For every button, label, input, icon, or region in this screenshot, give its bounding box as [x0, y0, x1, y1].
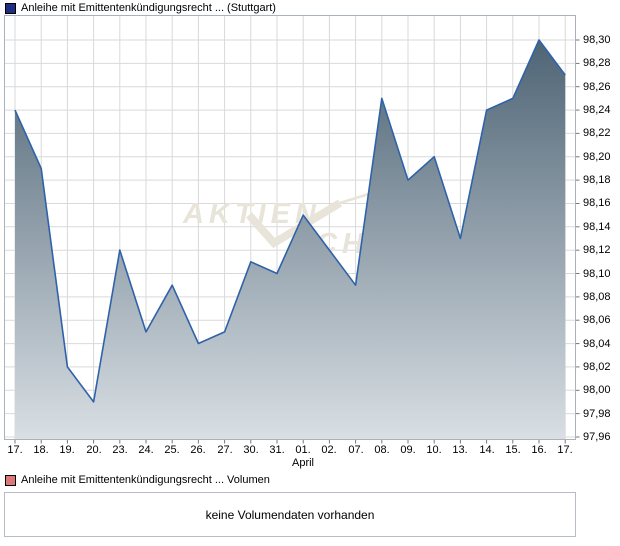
price-series-legend: Anleihe mit Emittentenkündigungsrecht ..…	[5, 2, 276, 14]
price-series-swatch	[5, 2, 16, 14]
svg-text:AKTIEN: AKTIEN	[182, 198, 321, 230]
volume-series-swatch	[5, 474, 16, 486]
volume-series-label: Anleihe mit Emittentenkündigungsrecht ..…	[21, 474, 270, 486]
volume-empty-message: keine Volumendaten vorhanden	[205, 507, 375, 522]
volume-series-legend: Anleihe mit Emittentenkündigungsrecht ..…	[5, 474, 270, 486]
price-series-label: Anleihe mit Emittentenkündigungsrecht ..…	[21, 2, 276, 14]
volume-panel: keine Volumendaten vorhanden	[4, 492, 576, 537]
